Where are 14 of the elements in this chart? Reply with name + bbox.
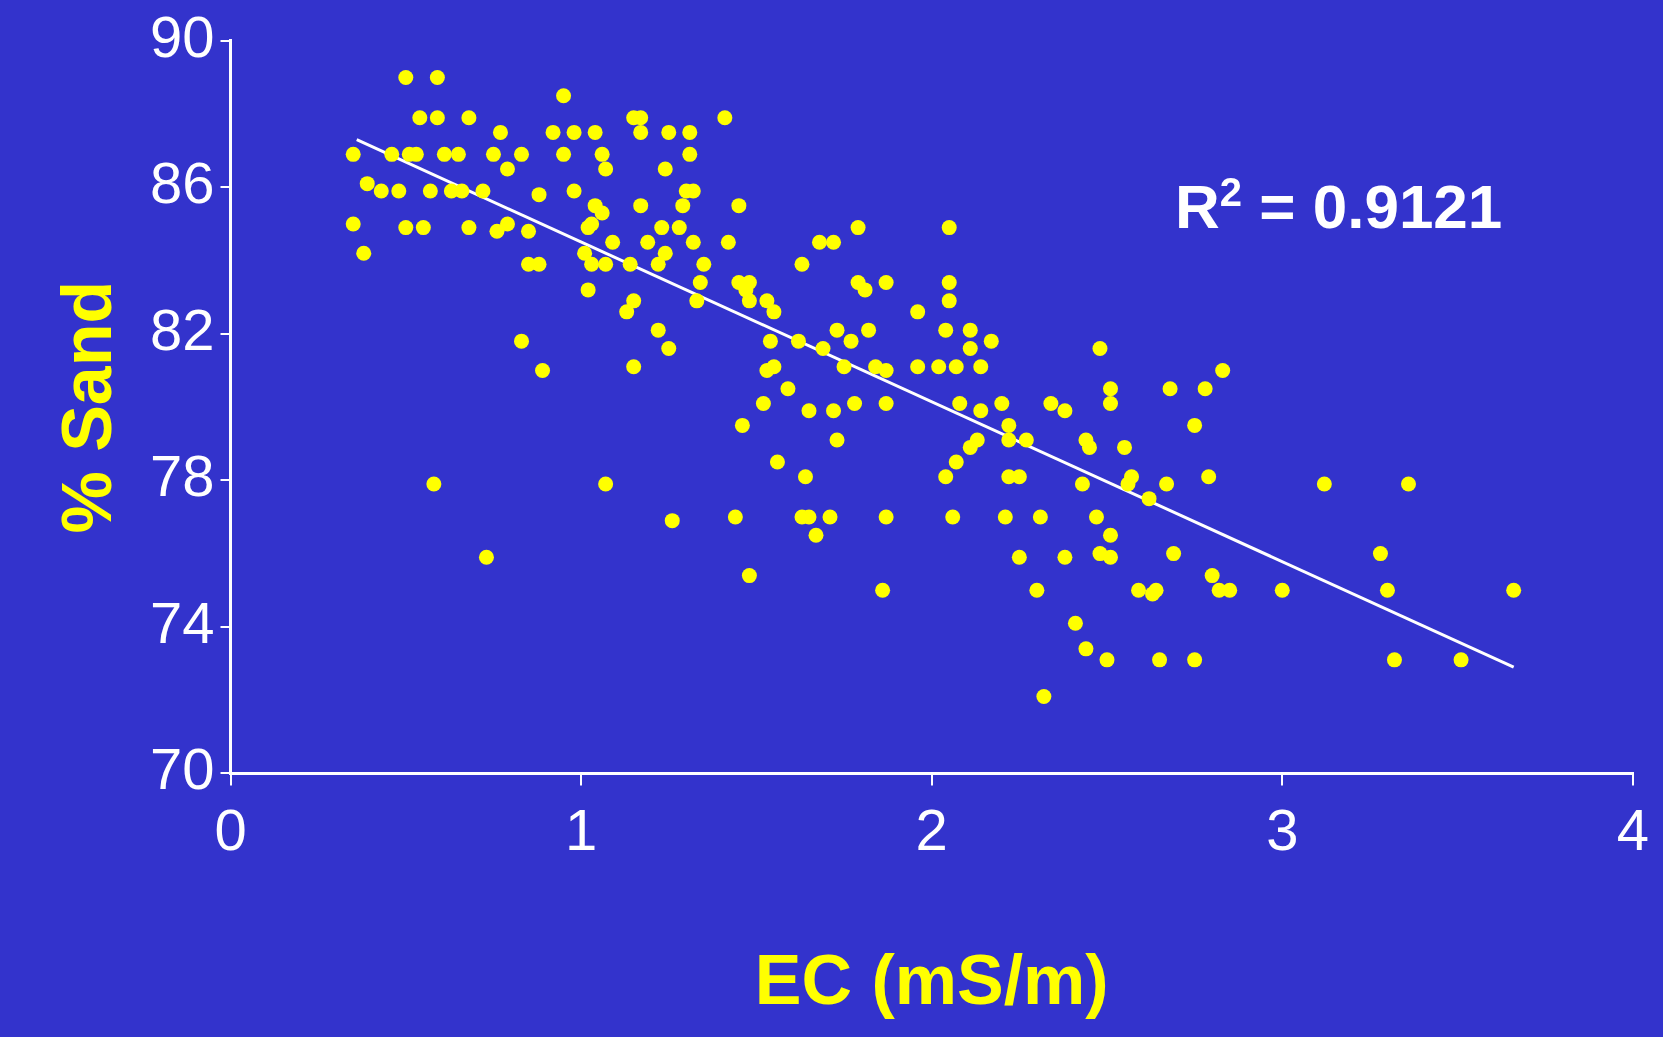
- y-axis-title: % Sand: [48, 280, 127, 534]
- y-tick-label: 86: [150, 150, 215, 216]
- x-axis-title: EC (mS/m): [754, 941, 1109, 1020]
- y-tick-label: 82: [150, 296, 215, 362]
- y-tick-label: 90: [150, 3, 215, 69]
- annotation: R$^{2}$ = 0.9121: [1175, 170, 1503, 242]
- x-tick-label: 4: [1616, 797, 1649, 863]
- x-tick-label: 1: [564, 797, 598, 863]
- y-tick-label: 74: [150, 589, 215, 655]
- y-tick-label: 78: [150, 443, 215, 509]
- x-tick-label: 3: [1266, 797, 1299, 863]
- x-tick-label: 0: [214, 797, 247, 863]
- y-tick-label: 70: [150, 736, 215, 802]
- x-tick-label: 2: [915, 797, 948, 863]
